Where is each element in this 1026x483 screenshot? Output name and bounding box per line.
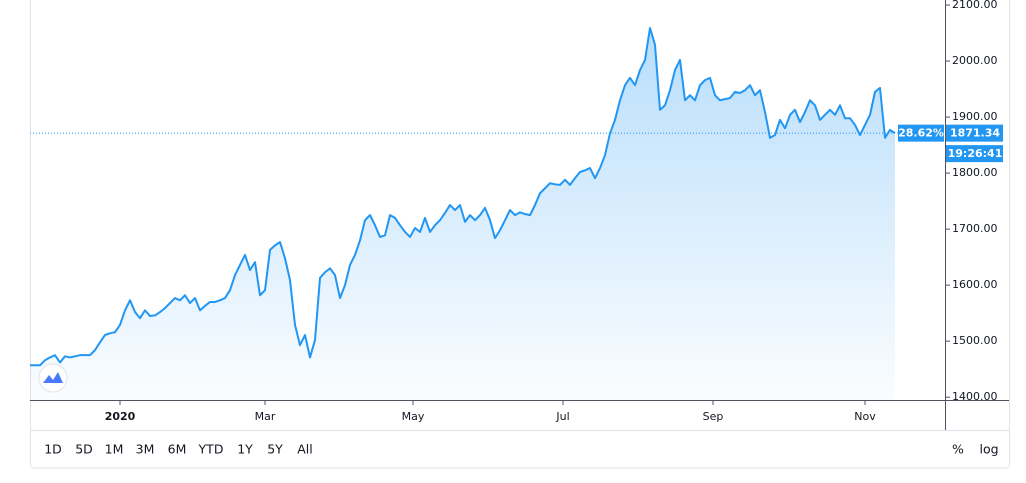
y-tick-label: 2100.00 [952, 0, 998, 11]
time-tag [946, 145, 1003, 163]
range-button[interactable]: All [297, 442, 313, 457]
y-tick-label: 1400.00 [952, 390, 998, 403]
range-button[interactable]: 1M [105, 442, 124, 457]
x-tick-label: Sep [703, 410, 724, 423]
range-button[interactable]: 6M [168, 442, 187, 457]
y-tick-label: 1800.00 [952, 166, 998, 179]
y-tick-label: 1500.00 [952, 334, 998, 347]
x-tick-label: May [402, 410, 425, 423]
x-tick-label: Mar [255, 410, 276, 423]
scale-button[interactable]: log [979, 442, 998, 457]
logo [38, 363, 68, 393]
time-label: 19:26:41 [948, 147, 1003, 160]
scale-button[interactable]: % [952, 442, 964, 457]
price-label: 1871.34 [950, 127, 1000, 140]
y-tick-label: 1600.00 [952, 278, 998, 291]
plot-area [30, 27, 945, 400]
x-tick-label: Nov [854, 410, 876, 423]
range-button[interactable]: 1Y [237, 442, 253, 457]
range-button[interactable]: 5Y [267, 442, 283, 457]
range-button[interactable]: 3M [136, 442, 155, 457]
x-tick-label: 2020 [105, 410, 136, 423]
y-tick-label: 2000.00 [952, 54, 998, 67]
price-tag [946, 124, 1003, 142]
range-button[interactable]: 1D [44, 442, 62, 457]
change-tag [898, 124, 944, 142]
x-tick-label: Jul [555, 410, 569, 423]
change-label: 28.62% [898, 127, 944, 140]
y-tick-label: 1700.00 [952, 222, 998, 235]
price-line [30, 27, 896, 367]
range-button[interactable]: 5D [75, 442, 93, 457]
overlay: 28.62% 1871.34 19:26:41 [898, 124, 1003, 163]
y-tick-label: 1900.00 [952, 110, 998, 123]
range-button[interactable]: YTD [198, 442, 224, 457]
